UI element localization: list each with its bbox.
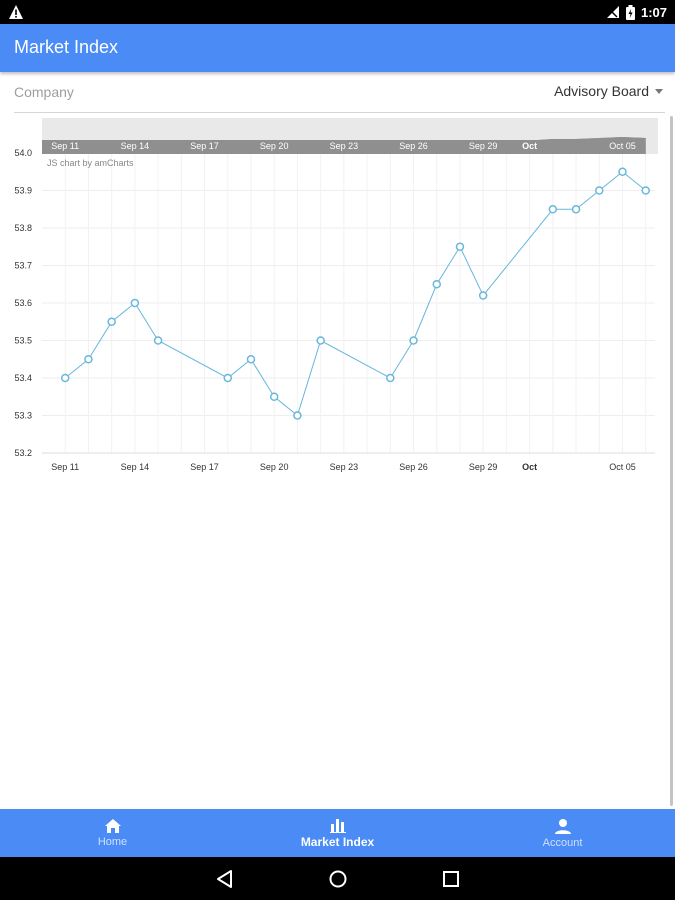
data-point [409,336,418,345]
y-tick-label: 53.8 [14,223,32,233]
x-tick-label: Sep 11 [51,462,79,472]
x-tick-label: Sep 20 [260,462,289,472]
x-tick-label: Sep 29 [469,462,498,472]
scrollbar-tick-label: Sep 11 [51,141,79,151]
company-select-value: Advisory Board [554,83,649,99]
data-point [548,205,558,214]
data-point [571,205,581,214]
x-tick-label: Oct [522,462,537,472]
x-tick-label: Sep 23 [330,462,359,472]
caret-down-icon [655,88,663,94]
system-nav-bar [0,857,675,900]
series-line [64,171,647,417]
status-time: 1:07 [640,4,667,20]
y-tick-label: 53.6 [14,298,32,308]
signal-off-icon [606,6,619,18]
data-point [60,373,70,383]
x-tick-label: Sep 26 [399,462,428,472]
recents-icon[interactable] [440,868,462,890]
y-tick-label: 54.0 [14,148,32,158]
data-point [641,186,650,195]
y-tick-label: 53.9 [14,186,32,196]
data-point [84,355,93,364]
x-axis-ticks: Sep 11 Sep 14 Sep 17 Sep 20 Sep 23 Sep 26 Sep … [51,462,635,472]
y-tick-label: 53.4 [14,373,32,383]
data-point [618,167,627,176]
data-point [478,291,488,300]
scrollbar-tick-label: Sep 26 [399,141,428,151]
scrollbar-tick-label: Sep 17 [190,141,219,151]
chart-credit: JS chart by amCharts [47,158,134,168]
y-tick-label: 53.2 [14,448,32,458]
filter-divider [14,112,665,113]
y-axis-ticks: 54.0 53.9 53.8 53.7 53.6 53.5 53.4 53.3 53.2 [14,148,32,458]
x-tick-label: Sep 14 [121,462,150,472]
page-title: Market Index [14,37,119,57]
status-bar: 1:07 [0,0,675,24]
x-tick-label: Oct 05 [609,462,636,472]
scrollbar-tick-label: Sep 23 [330,141,359,151]
scrollbar-mini-series [65,137,646,154]
x-tick-label: Sep 17 [190,462,219,472]
home-icon [104,819,121,833]
data-point [130,298,140,308]
home-circle-icon[interactable] [327,868,349,890]
data-point [153,336,163,345]
data-point [316,336,325,345]
company-filter: Company Advisory Board [0,74,675,112]
market-index-chart[interactable]: Sep 11 Sep 14 Sep 17 Sep 20 Sep 23 Sep 26 Sep … [0,116,670,476]
scrollbar-tick-label: Sep 20 [260,141,289,151]
scrollbar-tick-label: Oct [522,141,537,151]
app-bar: Market Index [0,24,675,72]
bar-chart-icon [329,819,346,833]
data-point [293,411,302,420]
status-right: 1:07 [606,0,667,24]
y-tick-label: 53.7 [14,261,32,271]
warning-icon [9,5,23,19]
y-tick-label: 53.3 [14,411,32,421]
scrollbar-tick-label: Oct 05 [609,141,636,151]
data-point [432,280,441,289]
y-tick-label: 53.5 [14,336,32,346]
back-icon[interactable] [214,868,236,890]
data-point [107,317,116,326]
data-point [246,355,256,364]
page-scrollbar[interactable] [670,116,673,806]
data-point [223,373,233,383]
nav-home[interactable]: Home [0,809,225,857]
data-point [455,242,465,251]
price-series [60,167,650,420]
battery-icon [625,4,635,20]
nav-market-index[interactable]: Market Index [225,809,450,857]
data-point [595,186,604,195]
account-icon [554,818,571,834]
nav-account-label: Account [542,836,583,849]
data-point [269,392,279,401]
nav-market-index-label: Market Index [300,835,375,849]
nav-account[interactable]: Account [450,809,675,857]
nav-home-label: Home [97,836,128,848]
data-point [386,373,395,383]
scrollbar-tick-label: Sep 14 [121,141,150,151]
company-select[interactable]: Advisory Board [554,83,663,99]
company-label: Company [14,84,74,100]
chart-scrollbar[interactable]: Sep 11 Sep 14 Sep 17 Sep 20 Sep 23 Sep 26 Sep … [42,118,658,154]
bottom-nav: Home Market Index Account [0,809,675,857]
scrollbar-tick-label: Sep 29 [469,141,498,151]
